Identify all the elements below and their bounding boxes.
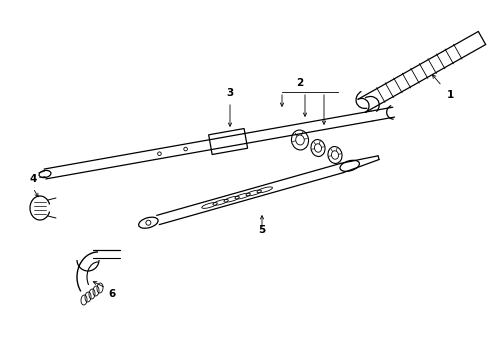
Polygon shape [208, 129, 247, 154]
Text: 4: 4 [29, 174, 37, 184]
Text: 3: 3 [226, 88, 233, 98]
Text: 2: 2 [296, 78, 303, 88]
Text: 6: 6 [108, 289, 115, 299]
Text: 5: 5 [258, 225, 265, 235]
Text: 1: 1 [446, 90, 453, 100]
